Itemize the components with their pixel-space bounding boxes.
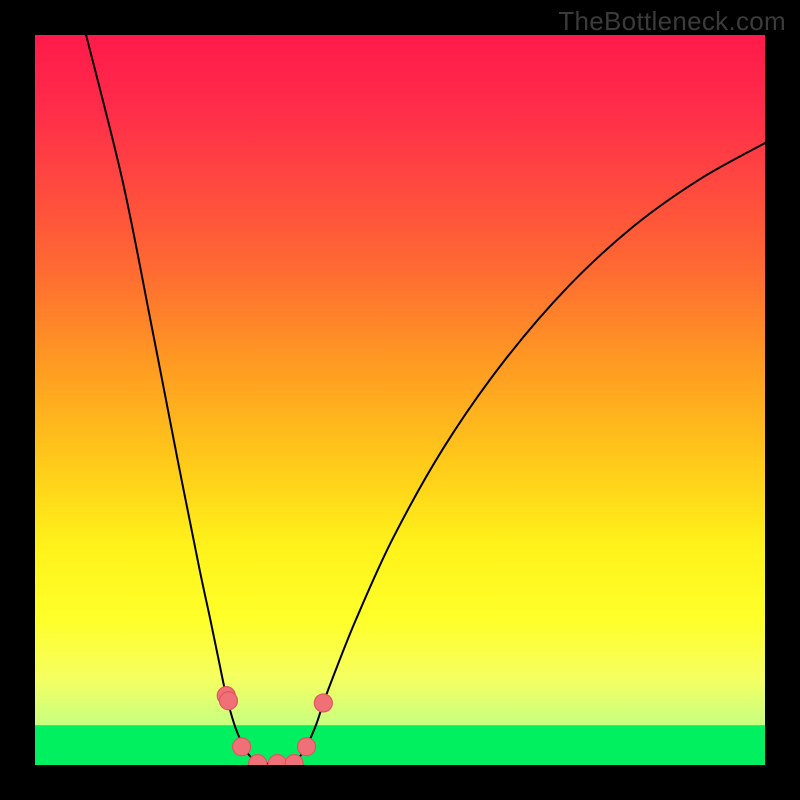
- curve-marker: [219, 692, 237, 710]
- watermark-text: TheBottleneck.com: [558, 6, 786, 37]
- curve-marker: [298, 738, 316, 756]
- curve-marker: [233, 738, 251, 756]
- curve-marker: [314, 694, 332, 712]
- chart-stage: TheBottleneck.com: [0, 0, 800, 800]
- plot-background-gradient: [35, 35, 765, 765]
- bottleneck-chart: [0, 0, 800, 800]
